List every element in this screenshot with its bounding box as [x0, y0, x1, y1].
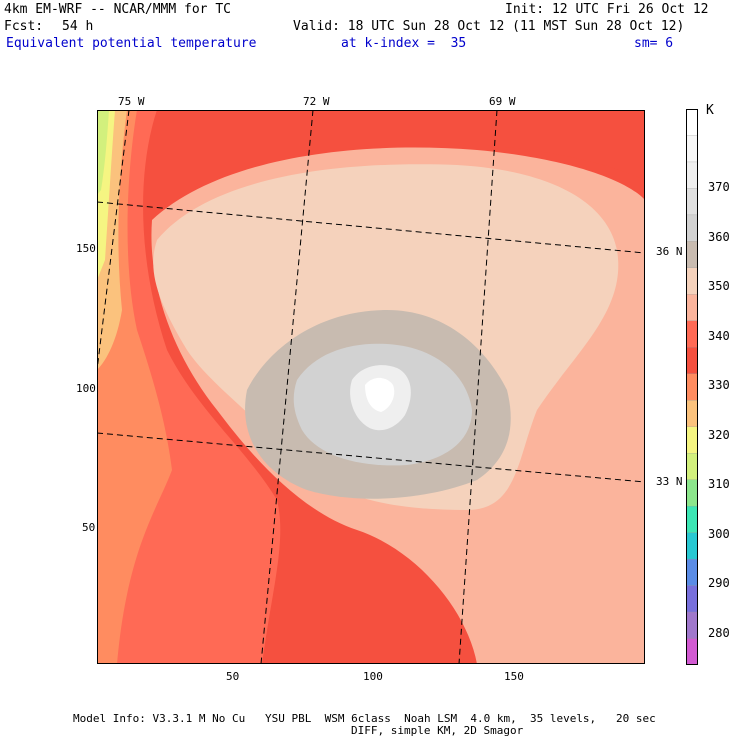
meridian-69w [458, 110, 498, 664]
meridian-72w [260, 110, 314, 664]
colorbar-tick-label: 360 [708, 229, 730, 244]
colorbar-tick-label: 290 [708, 576, 730, 590]
y-tick-label: 100 [76, 382, 96, 395]
colorbar-tick-label: 330 [708, 378, 730, 392]
colorbar-swatch [686, 479, 698, 507]
colorbar-swatch [686, 188, 698, 216]
colorbar-swatch [686, 532, 698, 560]
colorbar-swatch [686, 585, 698, 613]
forecast-hour: 54 h [62, 19, 94, 34]
colorbar-swatch [686, 214, 698, 243]
parallel-33n [97, 432, 645, 483]
graticule [97, 110, 645, 664]
colorbar-swatch [686, 241, 698, 269]
colorbar-swatch [686, 453, 698, 481]
meridian-75w [97, 110, 130, 371]
colorbar-swatch [686, 505, 698, 534]
latitude-label: 33 N [656, 475, 683, 488]
region-315 [97, 110, 109, 195]
colorbar-swatch [686, 161, 698, 190]
colorbar-swatch [686, 320, 698, 348]
colorbar-swatch [686, 426, 698, 454]
longitude-label: 72 W [303, 95, 330, 108]
model-info-line2: DIFF, simple KM, 2D Smagor [351, 724, 524, 737]
colorbar-swatch [686, 638, 698, 665]
init-time: Init: 12 UTC Fri 26 Oct 12 [505, 2, 709, 17]
colorbar-tick-label: 300 [708, 526, 730, 541]
region-north-band [157, 110, 645, 220]
colorbar-swatch [686, 347, 698, 375]
map-border [97, 110, 645, 664]
colorbar-tick-label: 280 [708, 625, 730, 640]
smoothing-label: sm= 6 [634, 36, 674, 51]
valid-time: Valid: 18 UTC Sun 28 Oct 12 (11 MST Sun … [293, 19, 685, 34]
colorbar-swatch [686, 267, 698, 295]
parallel-36n [97, 201, 645, 254]
colorbar-swatch [686, 400, 698, 428]
colorbar-tick-label: 310 [708, 477, 730, 491]
model-title: 4km EM-WRF -- NCAR/MMM for TC [4, 2, 231, 17]
y-tick-label: 150 [76, 242, 96, 255]
x-tick-label: 100 [363, 670, 383, 683]
colorbar [686, 109, 698, 665]
colorbar-tick-label: 340 [708, 328, 730, 343]
x-tick-label: 50 [226, 670, 240, 683]
model-info: Model Info: V3.3.1 M No Cu YSU PBL WSM 6… [73, 712, 656, 725]
colorbar-swatch [686, 611, 698, 640]
colorbar-tick-label: 350 [708, 279, 730, 293]
colorbar-tick-label: 320 [708, 427, 730, 442]
colorbar-swatch [686, 373, 698, 401]
x-tick-label: 150 [504, 670, 524, 683]
longitude-label: 75 W [118, 95, 145, 108]
theta-e-map [97, 110, 645, 664]
level-label: at k-index = 35 [341, 36, 467, 51]
latitude-label: 36 N [656, 245, 683, 258]
colorbar-swatch [686, 558, 698, 587]
colorbar-tick-label: 370 [708, 180, 730, 194]
longitude-label: 69 W [489, 95, 516, 108]
colorbar-swatch [686, 294, 698, 322]
colorbar-border [686, 109, 698, 665]
y-tick-label: 50 [82, 521, 96, 534]
colorbar-unit: K [706, 103, 714, 118]
field-name: Equivalent potential temperature [6, 36, 257, 51]
colorbar-swatch [686, 135, 698, 163]
colorbar-swatch [686, 109, 698, 137]
forecast-label: Fcst: [4, 19, 44, 34]
region-eye [365, 377, 395, 412]
